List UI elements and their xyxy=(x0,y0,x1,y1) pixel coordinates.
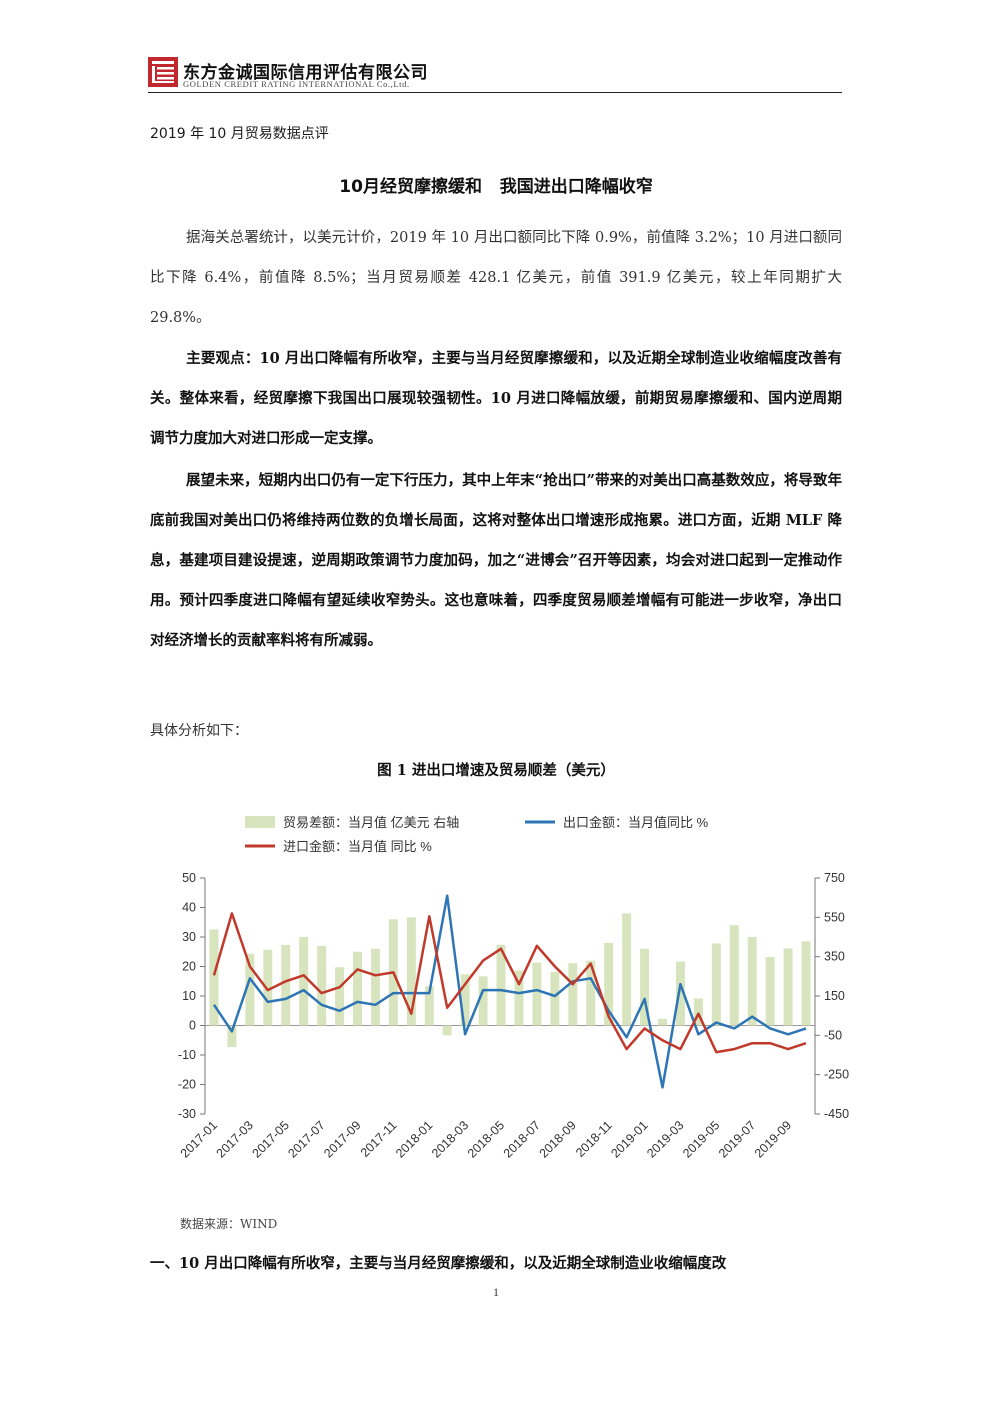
right-tick-label: -50 xyxy=(824,1028,842,1042)
x-tick-label: 2017-03 xyxy=(214,1118,256,1160)
legend-swatch-trade-balance xyxy=(245,816,275,828)
summary-text: 据海关总署统计，以美元计价，2019 年 10 月出口额同比下降 0.9%，前值… xyxy=(150,230,842,326)
company-name-cn: 东方金诚国际信用评估有限公司 xyxy=(183,63,428,83)
x-tick-label: 2019-03 xyxy=(644,1118,686,1160)
trade-balance-bar xyxy=(263,949,273,1026)
trade-balance-bar xyxy=(317,945,327,1026)
export-growth-line xyxy=(212,894,807,1089)
key-points-text: 主要观点：10 月出口降幅有所收窄，主要与当月经贸摩擦缓和，以及近期全球制造业收… xyxy=(150,350,842,447)
summary-paragraph: 据海关总署统计，以美元计价，2019 年 10 月出口额同比下降 0.9%，前值… xyxy=(150,218,842,338)
right-tick-label: 550 xyxy=(824,910,845,924)
right-tick-label: -250 xyxy=(824,1068,849,1082)
x-tick-label: 2018-09 xyxy=(537,1118,579,1160)
trade-balance-bar xyxy=(406,917,416,1026)
company-name-en: GOLDEN CREDIT RATING INTERNATIONAL Co.,L… xyxy=(183,79,410,89)
trade-balance-bar xyxy=(729,925,739,1026)
x-tick-label: 2019-05 xyxy=(680,1118,722,1160)
trade-balance-bar xyxy=(281,944,291,1026)
trade-balance-bar xyxy=(711,943,721,1026)
x-tick-label: 2018-11 xyxy=(573,1118,615,1160)
left-tick-label: 50 xyxy=(182,871,196,885)
left-tick-label: 20 xyxy=(182,960,196,974)
right-tick-label: -450 xyxy=(824,1107,849,1121)
x-tick-label: 2017-05 xyxy=(250,1118,292,1160)
trade-balance-bar xyxy=(765,957,775,1026)
trade-balance-bar xyxy=(747,937,757,1026)
trade-balance-bar xyxy=(245,953,255,1026)
data-source: 数据来源：WIND xyxy=(180,1217,278,1231)
trade-balance-bar xyxy=(586,960,596,1026)
right-tick-label: 750 xyxy=(824,871,845,885)
trade-balance-bar xyxy=(496,944,506,1026)
trade-balance-bar xyxy=(460,974,470,1026)
trade-balance-bar xyxy=(550,972,560,1026)
trade-balance-bar xyxy=(424,986,434,1026)
left-tick-label: -20 xyxy=(178,1078,196,1092)
trade-balance-bar xyxy=(335,967,345,1026)
x-tick-label: 2019-09 xyxy=(752,1118,794,1160)
trade-balance-bar xyxy=(299,937,309,1026)
trade-balance-bar xyxy=(370,948,380,1026)
left-tick-label: 10 xyxy=(182,989,196,1003)
legend-label: 贸易差额：当月值 亿美元 右轴 xyxy=(283,815,459,830)
trade-balance-bar xyxy=(442,1025,452,1036)
trade-balance-bar xyxy=(353,951,362,1026)
trade-balance-bar xyxy=(209,929,219,1026)
x-tick-label: 2019-01 xyxy=(608,1118,650,1160)
trade-balance-bar xyxy=(658,1018,667,1026)
x-tick-label: 2018-07 xyxy=(501,1118,543,1160)
report-subtitle: 2019 年 10 月贸易数据点评 xyxy=(150,126,329,142)
key-points-paragraph: 主要观点：10 月出口降幅有所收窄，主要与当月经贸摩擦缓和，以及近期全球制造业收… xyxy=(150,339,842,459)
section-heading: 一、10 月出口降幅有所收窄，主要与当月经贸摩擦缓和，以及近期全球制造业收缩幅度… xyxy=(150,1255,727,1272)
trade-balance-bar xyxy=(514,970,524,1026)
right-tick-label: 350 xyxy=(824,950,845,964)
left-tick-label: -30 xyxy=(178,1107,196,1121)
trade-balance-bar xyxy=(532,962,542,1026)
right-tick-label: 150 xyxy=(824,989,845,1003)
left-tick-label: 0 xyxy=(189,1019,196,1033)
x-tick-label: 2017-07 xyxy=(285,1118,327,1160)
legend-label: 出口金额：当月值同比 % xyxy=(563,815,709,830)
trade-balance-bar xyxy=(227,1025,237,1048)
trade-balance-bar xyxy=(604,942,614,1026)
page-number: 1 xyxy=(493,1285,499,1299)
import-growth-line xyxy=(212,912,807,1054)
left-tick-label: 30 xyxy=(182,930,196,944)
x-tick-label: 2018-01 xyxy=(393,1118,435,1160)
document-title: 10月经贸摩擦缓和 我国进出口降幅收窄 xyxy=(339,177,653,197)
trade-chart: 贸易差额：当月值 亿美元 右轴 出口金额：当月值同比 % 进口金额：当月值 同比 %… xyxy=(178,815,849,1161)
x-tick-label: 2017-01 xyxy=(178,1118,220,1160)
x-tick-label: 2018-03 xyxy=(429,1118,471,1160)
x-tick-label: 2019-07 xyxy=(716,1118,758,1160)
analysis-intro: 具体分析如下： xyxy=(150,723,248,739)
x-tick-label: 2017-09 xyxy=(321,1118,363,1160)
x-tick-label: 2018-05 xyxy=(465,1118,507,1160)
trade-balance-bar xyxy=(693,998,703,1026)
trade-balance-bar xyxy=(801,941,811,1026)
trade-balance-bar xyxy=(478,976,488,1026)
trade-balance-bar xyxy=(675,961,685,1026)
company-logo xyxy=(148,57,178,87)
outlook-paragraph: 展望未来，短期内出口仍有一定下行压力，其中上年末“抢出口”带来的对美出口高基数效… xyxy=(150,461,842,661)
left-tick-label: -10 xyxy=(178,1048,196,1062)
trade-balance-bar xyxy=(622,913,632,1026)
figure-title: 图 1 进出口增速及贸易顺差（美元） xyxy=(377,762,615,779)
header-divider xyxy=(148,92,842,93)
outlook-text: 展望未来，短期内出口仍有一定下行压力，其中上年末“抢出口”带来的对美出口高基数效… xyxy=(150,472,842,649)
trade-balance-bar xyxy=(640,948,650,1026)
left-tick-label: 40 xyxy=(182,901,196,915)
x-tick-label: 2017-11 xyxy=(358,1118,400,1160)
trade-balance-bar xyxy=(783,948,793,1026)
legend-label: 进口金额：当月值 同比 % xyxy=(283,839,432,854)
trade-balance-bar xyxy=(568,963,578,1026)
